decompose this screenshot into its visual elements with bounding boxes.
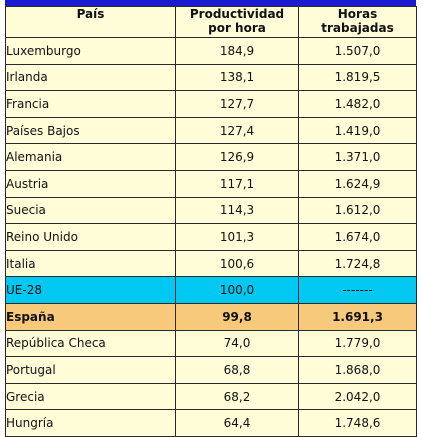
hours-cell: ------- [298, 276, 417, 304]
country-cell: Alemania [5, 143, 176, 171]
hours-cell: 1.748,6 [298, 409, 417, 437]
table-row: Hungría 64,4 1.748,6 [5, 409, 417, 437]
productivity-cell: 184,9 [175, 37, 299, 65]
table-row: Italia 100,6 1.724,8 [5, 249, 417, 278]
country-cell: Grecia [5, 382, 176, 411]
country-cell: Francia [5, 90, 176, 118]
country-cell: República Checa [5, 329, 176, 358]
hours-cell: 1.371,0 [298, 143, 417, 171]
hours-cell: 1.507,0 [298, 37, 417, 65]
country-cell: Suecia [5, 196, 176, 225]
hours-cell: 1.624,9 [298, 169, 417, 198]
productivity-cell: 114,3 [175, 196, 299, 225]
productivity-cell: 127,7 [175, 90, 299, 118]
productivity-cell: 64,4 [175, 409, 299, 437]
table-row: Irlanda 138,1 1.819,5 [5, 63, 417, 92]
hours-cell: 2.042,0 [298, 382, 417, 411]
table-row: Francia 127,7 1.482,0 [5, 90, 417, 118]
hours-cell: 1.612,0 [298, 196, 417, 225]
hours-cell: 1.691,3 [298, 302, 417, 331]
productivity-cell: 68,8 [175, 356, 299, 384]
table-row: Reino Unido 101,3 1.674,0 [5, 223, 417, 251]
table-row: República Checa 74,0 1.779,0 [5, 329, 417, 358]
hours-cell: 1.868,0 [298, 356, 417, 384]
productivity-cell: 127,4 [175, 116, 299, 145]
productivity-cell: 138,1 [175, 63, 299, 92]
table-row-highlighted: España 99,8 1.691,3 [5, 302, 417, 331]
hours-cell: 1.419,0 [298, 116, 417, 145]
productivity-cell: 99,8 [175, 302, 299, 331]
table-row: Luxemburgo 184,9 1.507,0 [5, 37, 417, 65]
productivity-cell: 100,0 [175, 276, 299, 304]
country-cell: Portugal [5, 356, 176, 384]
country-cell: Austria [5, 169, 176, 198]
country-cell: UE-28 [5, 276, 176, 304]
productivity-cell: 101,3 [175, 223, 299, 251]
country-cell: Irlanda [5, 63, 176, 92]
country-cell: Países Bajos [5, 116, 176, 145]
hours-cell: 1.674,0 [298, 223, 417, 251]
productivity-cell: 100,6 [175, 249, 299, 278]
productivity-cell: 74,0 [175, 329, 299, 358]
productivity-table: País Productividad por hora Horas trabajad… [5, 6, 417, 437]
country-cell: Italia [5, 249, 176, 278]
hours-cell: 1.482,0 [298, 90, 417, 118]
hours-cell: 1.819,5 [298, 63, 417, 92]
country-cell: Reino Unido [5, 223, 176, 251]
table-row: Grecia 68,2 2.042,0 [5, 382, 417, 411]
hours-cell: 1.779,0 [298, 329, 417, 358]
table-row-eu-average: UE-28 100,0 ------- [5, 276, 417, 304]
country-cell: Luxemburgo [5, 37, 176, 65]
header-hours: Horas trabajadas [298, 6, 417, 38]
table-row: Portugal 68,8 1.868,0 [5, 356, 417, 384]
header-productivity: Productividad por hora [175, 6, 299, 38]
table-header-row: País Productividad por hora Horas trabajad… [5, 6, 417, 38]
table-row: Suecia 114,3 1.612,0 [5, 196, 417, 225]
productivity-cell: 117,1 [175, 169, 299, 198]
table-row: Países Bajos 127,4 1.419,0 [5, 116, 417, 145]
table-row: Alemania 126,9 1.371,0 [5, 143, 417, 171]
productivity-cell: 126,9 [175, 143, 299, 171]
header-country: País [5, 6, 176, 38]
hours-cell: 1.724,8 [298, 249, 417, 278]
productivity-cell: 68,2 [175, 382, 299, 411]
country-cell: Hungría [5, 409, 176, 437]
top-color-bar [5, 0, 416, 6]
table-row: Austria 117,1 1.624,9 [5, 169, 417, 198]
country-cell: España [5, 302, 176, 331]
